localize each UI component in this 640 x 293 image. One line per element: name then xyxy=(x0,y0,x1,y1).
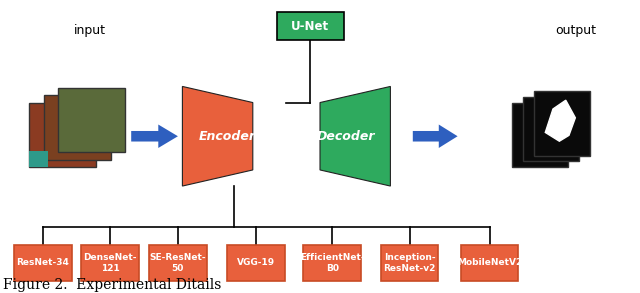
Polygon shape xyxy=(131,125,178,148)
Text: DenseNet-
121: DenseNet- 121 xyxy=(83,253,137,273)
FancyBboxPatch shape xyxy=(461,245,518,281)
FancyBboxPatch shape xyxy=(29,103,96,167)
FancyBboxPatch shape xyxy=(227,245,285,281)
FancyBboxPatch shape xyxy=(277,12,344,40)
FancyBboxPatch shape xyxy=(512,103,568,167)
FancyBboxPatch shape xyxy=(29,151,48,167)
Text: ResNet-34: ResNet-34 xyxy=(17,258,69,268)
Polygon shape xyxy=(413,125,458,148)
Text: EfficientNet-
B0: EfficientNet- B0 xyxy=(300,253,364,273)
FancyBboxPatch shape xyxy=(381,245,438,281)
FancyBboxPatch shape xyxy=(14,245,72,281)
FancyBboxPatch shape xyxy=(81,245,139,281)
Text: U-Net: U-Net xyxy=(291,20,330,33)
FancyBboxPatch shape xyxy=(44,95,111,160)
Text: Figure 2.  Experimental Ditails: Figure 2. Experimental Ditails xyxy=(3,277,221,292)
Polygon shape xyxy=(545,100,575,141)
FancyBboxPatch shape xyxy=(303,245,361,281)
Text: output: output xyxy=(556,24,596,37)
FancyBboxPatch shape xyxy=(149,245,207,281)
Text: SE-ResNet-
50: SE-ResNet- 50 xyxy=(150,253,206,273)
FancyBboxPatch shape xyxy=(534,91,590,156)
Text: input: input xyxy=(74,24,106,37)
Text: VGG-19: VGG-19 xyxy=(237,258,275,268)
Text: Encoder: Encoder xyxy=(198,130,256,143)
Polygon shape xyxy=(182,86,253,186)
Polygon shape xyxy=(320,86,390,186)
FancyBboxPatch shape xyxy=(523,97,579,161)
FancyBboxPatch shape xyxy=(58,88,125,152)
Text: MobileNetV2: MobileNetV2 xyxy=(457,258,522,268)
Text: Inception-
ResNet-v2: Inception- ResNet-v2 xyxy=(383,253,436,273)
Text: Decoder: Decoder xyxy=(316,130,375,143)
